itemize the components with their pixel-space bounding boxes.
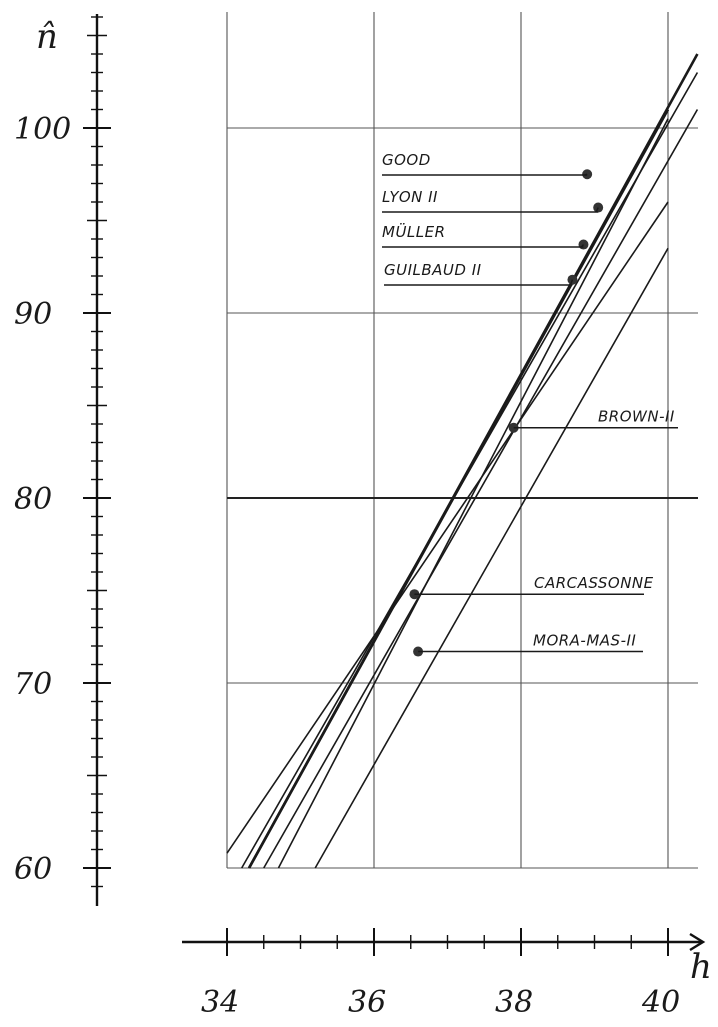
series-line-m-ller <box>247 108 670 869</box>
axes: 60 70 80 90 100 34 36 38 40 <box>14 14 706 1020</box>
series-leader-join <box>580 244 585 248</box>
series-line-brown-ii <box>226 201 669 854</box>
y-axis-label: n̂ <box>36 17 58 57</box>
series-leader-join <box>595 207 599 213</box>
y-tick-label: 100 <box>14 112 71 147</box>
series-label: CARCASSONNE <box>534 574 654 592</box>
y-tick-label: 80 <box>14 482 52 517</box>
series-lines <box>226 53 699 869</box>
grid <box>226 12 698 869</box>
y-tick-label: 60 <box>14 852 52 887</box>
series-label: MORA-MAS-II <box>533 632 636 650</box>
series-label: BROWN-II <box>598 408 675 426</box>
x-axis-arrow <box>689 932 706 952</box>
y-tick-label: 70 <box>14 667 52 702</box>
x-tick-label: 40 <box>641 985 680 1020</box>
series-label: MÜLLER <box>382 222 446 241</box>
series-label: GOOD <box>382 151 431 169</box>
series-label: LYON II <box>382 188 438 206</box>
series-line-guilbaud-ii <box>263 109 699 869</box>
series-line-carcassonne <box>277 118 669 869</box>
series-leader-join <box>569 279 574 286</box>
series-label: GUILBAUD II <box>384 261 482 279</box>
series-labels: GOOD LYON II MÜLLER GUILBAUD II BROWN-II CARC… <box>382 151 678 657</box>
series-line-mora-mas-ii <box>314 247 669 869</box>
x-tick-label: 34 <box>201 985 239 1020</box>
x-axis-label: h <box>690 947 712 987</box>
y-tick-label: 90 <box>14 297 52 332</box>
x-tick-label: 36 <box>348 985 386 1020</box>
x-tick-label: 38 <box>495 985 533 1020</box>
series-leader-join <box>584 173 588 176</box>
